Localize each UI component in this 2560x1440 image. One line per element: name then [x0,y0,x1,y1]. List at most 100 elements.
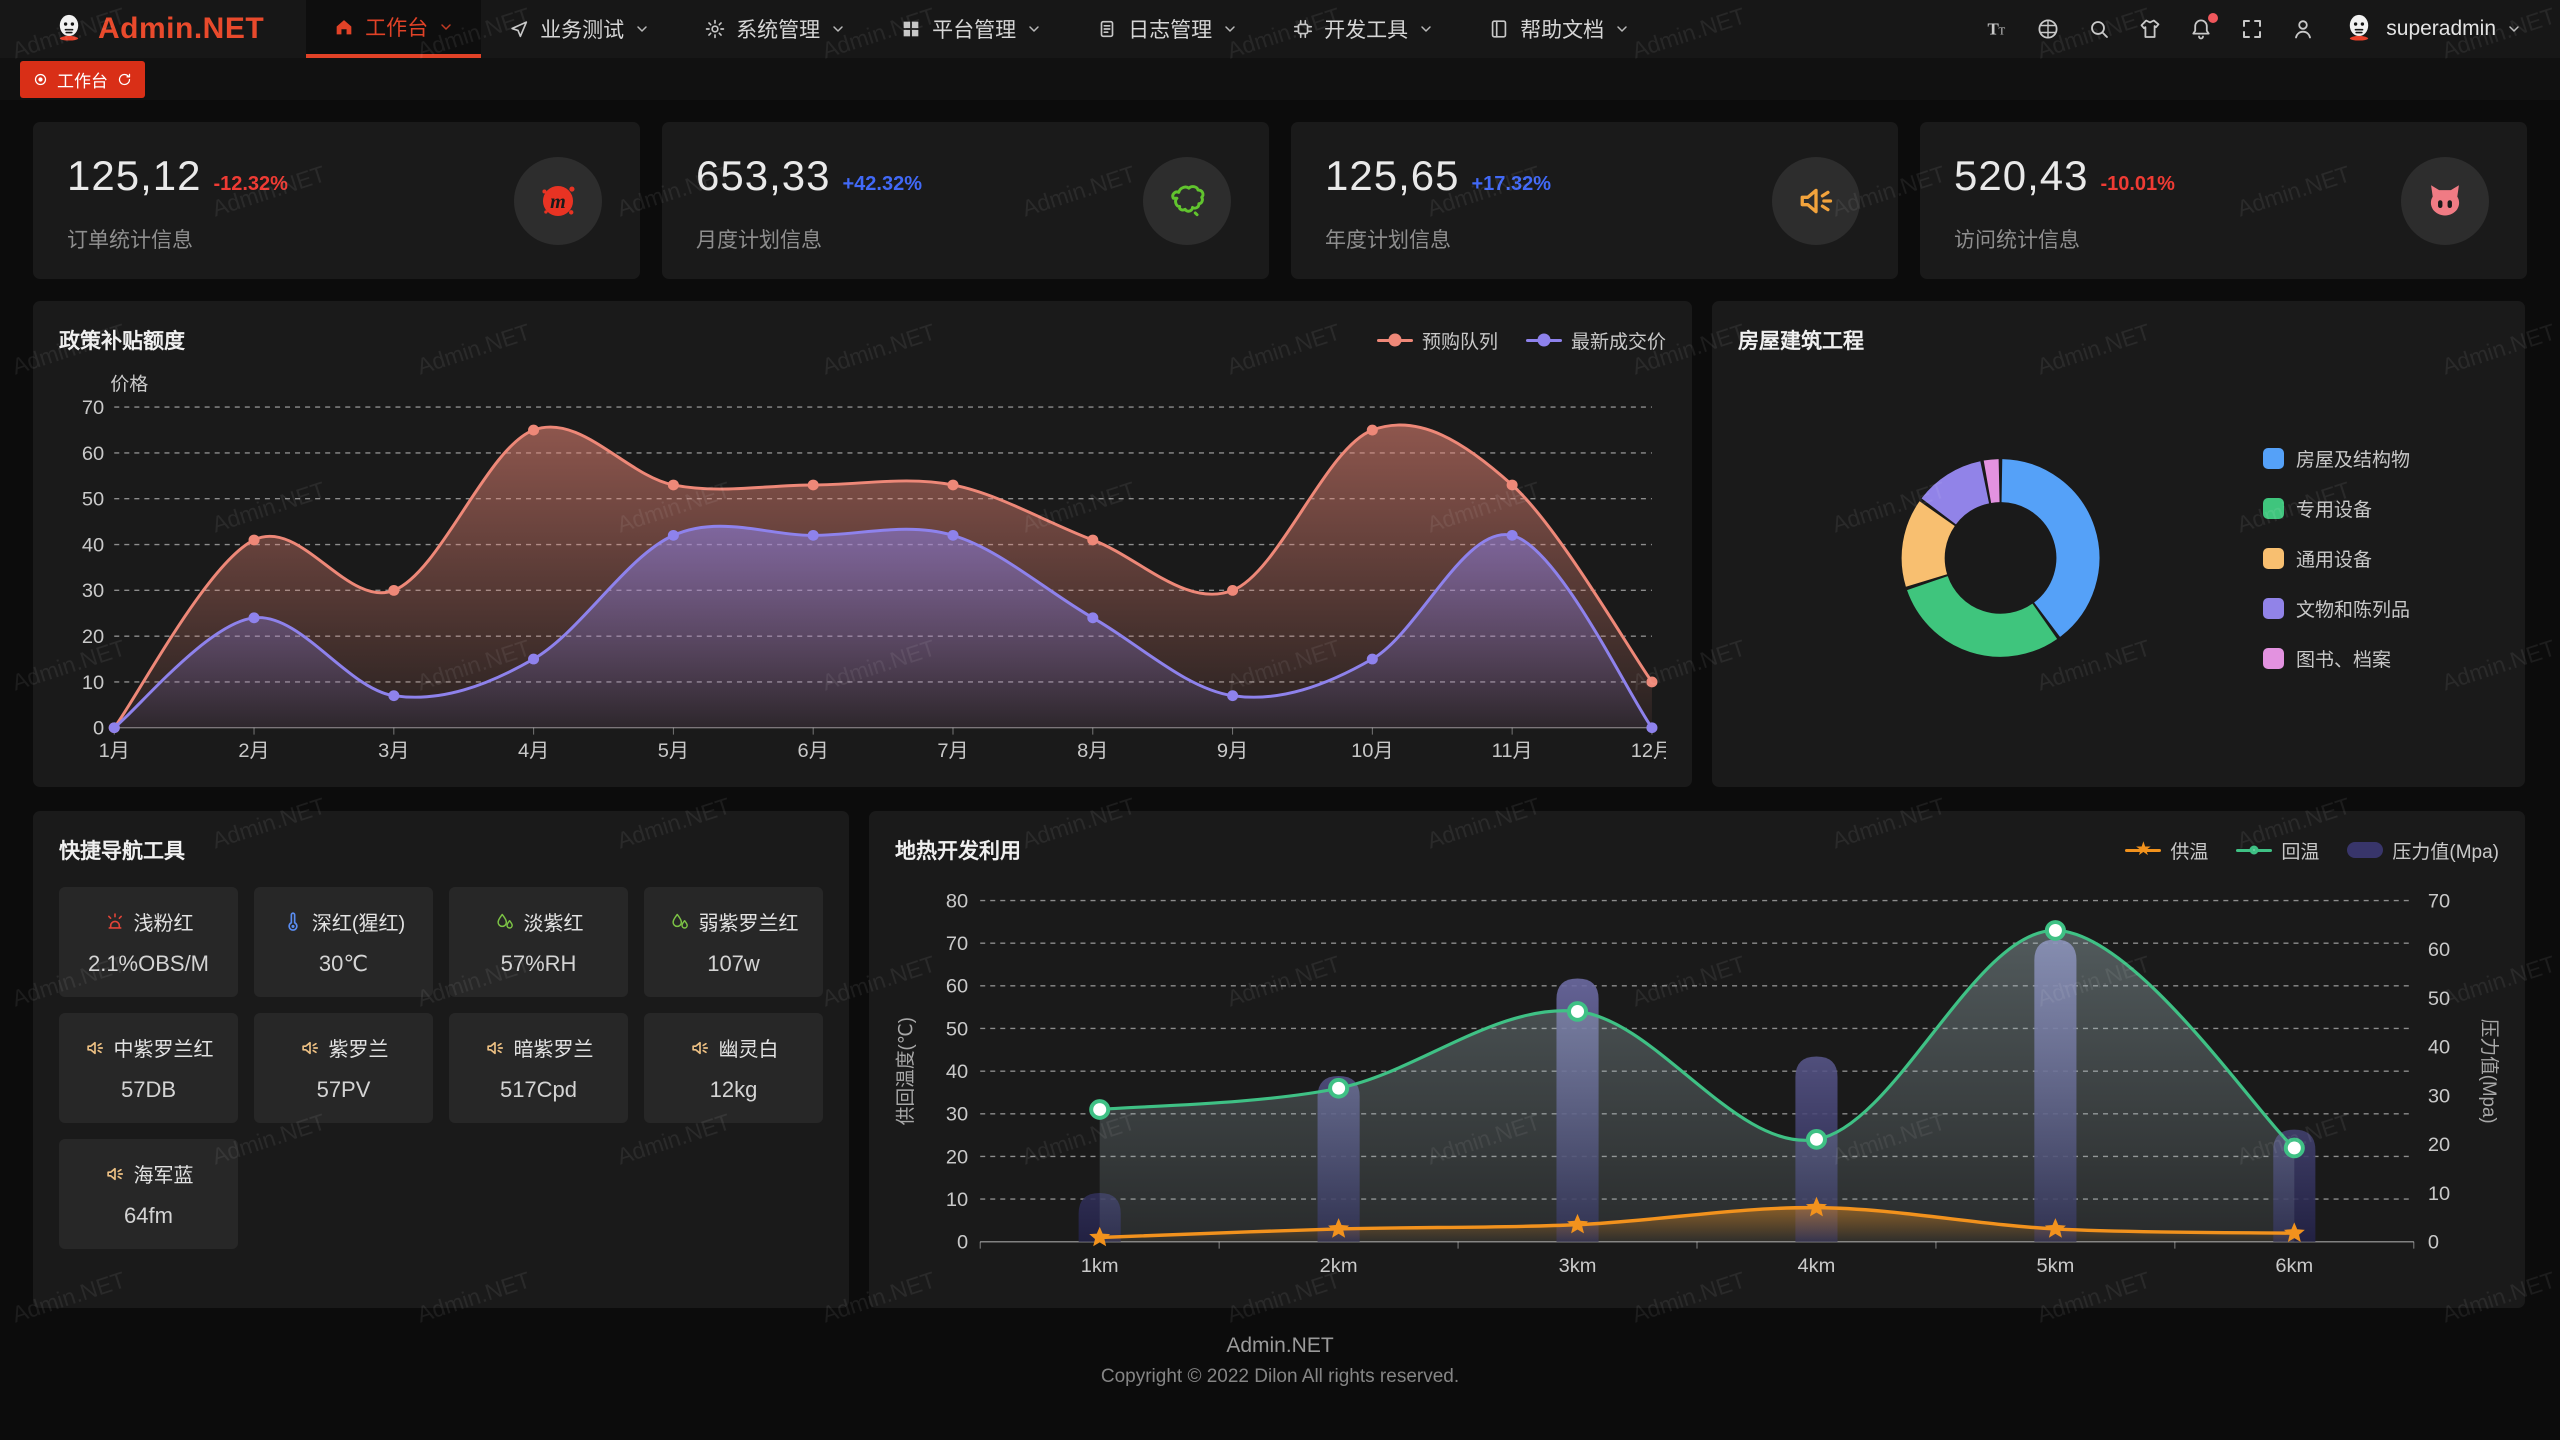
legend-item-supply-temp[interactable]: ★ 供温 [2125,837,2208,864]
bottom-row: 快捷导航工具 浅粉红 2.1%OBS/M 深红(猩红) 30℃ 淡紫红 57%R… [33,811,2527,1308]
siren-icon [104,911,126,933]
menu-item-help-docs[interactable]: 帮助文档 [1461,0,1657,58]
quick-nav-panel: 快捷导航工具 浅粉红 2.1%OBS/M 深红(猩红) 30℃ 淡紫红 57%R… [33,811,849,1308]
svg-text:供回温度(℃): 供回温度(℃) [895,1017,916,1125]
legend-item-books-archives[interactable]: 图书、档案 [2263,645,2491,672]
quick-nav-item-ghost-white[interactable]: 幽灵白 12kg [644,1013,823,1123]
legend-label: 图书、档案 [2296,649,2392,671]
qn-label: 淡紫红 [523,913,584,935]
qn-value: 57%RH [500,951,577,976]
svg-text:30: 30 [82,580,104,602]
logo-text: Admin.NET [98,12,265,45]
stat-label: 月度计划信息 [696,229,822,252]
stat-value: 125,65 [1325,152,1460,199]
avatar [2342,12,2376,46]
policy-subsidy-panel: 政策补贴额度 预购队列 最新成交价 0 10 20 30 40 50 60 70 价格 1月 2月 3… [33,301,1692,787]
quick-nav-item-navy-blue[interactable]: 海军蓝 64fm [59,1139,238,1249]
legend-item-pressure[interactable]: 压力值(Mpa) [2347,837,2499,864]
stat-value: 653,33 [696,152,831,199]
stat-delta: -10.01% [2100,173,2175,195]
legend-item-general-equipment[interactable]: 通用设备 [2263,545,2491,572]
quick-nav-item-crimson[interactable]: 深红(猩红) 30℃ [254,887,433,997]
user-center-button[interactable] [2291,17,2315,41]
legend-label: 预购队列 [1421,331,1498,353]
line-dot-marker [1376,338,1413,342]
svg-text:3月: 3月 [378,740,409,762]
theme-button[interactable] [2138,17,2162,41]
language-button[interactable] [2036,17,2060,41]
svg-text:7月: 7月 [937,740,968,762]
home-icon [333,16,355,38]
footer-app-name: Admin.NET [1226,1334,1334,1357]
quick-nav-item-violet[interactable]: 紫罗兰 57PV [254,1013,433,1123]
policy-subsidy-chart: 0 10 20 30 40 50 60 70 价格 1月 2月 3月 4月 5月 6月 7月 8月 9月 10月 11… [82,374,1666,762]
quick-nav-item-medium-violet-red[interactable]: 中紫罗兰红 57DB [59,1013,238,1123]
menu-item-system-mgmt[interactable]: 系统管理 [677,0,873,58]
notification-button[interactable] [2189,13,2219,41]
notification-badge [2208,13,2219,23]
fullscreen-button[interactable] [2240,17,2264,41]
qn-value: 12kg [709,1077,758,1102]
menu-item-log-mgmt[interactable]: 日志管理 [1069,0,1265,58]
svg-text:70: 70 [946,933,968,955]
swatch [2263,447,2284,469]
qn-label: 深红(猩红) [311,913,406,935]
qn-label: 暗紫罗兰 [513,1039,594,1061]
quick-nav-item-dark-violet[interactable]: 暗紫罗兰 517Cpd [449,1013,628,1123]
donut-legend: 房屋及结构物 专用设备 通用设备 文物和陈列品 [2263,445,2499,672]
legend-label: 最新成交价 [1570,331,1666,353]
svg-text:50: 50 [946,1019,968,1041]
legend-item-presale-queue[interactable]: 预购队列 [1376,327,1498,354]
svg-text:20: 20 [946,1146,968,1168]
menu-item-workbench[interactable]: 工作台 [306,0,482,58]
legend-item-relics[interactable]: 文物和陈列品 [2263,595,2491,622]
humidity-icon [494,911,516,933]
tab-workbench[interactable]: 工作台 [20,60,145,98]
stat-value: 520,43 [1954,152,2089,199]
user-menu[interactable]: superadmin [2342,12,2522,46]
tabbar: 工作台 [0,58,2560,100]
swatch [2263,597,2284,619]
svg-text:6km: 6km [2275,1255,2313,1277]
tab-label: 工作台 [57,71,108,91]
thermometer-icon [282,911,304,933]
legend-label: 回温 [2281,841,2320,863]
menu-label: 日志管理 [1128,19,1213,42]
legend-item-return-temp[interactable]: 回温 [2236,837,2319,864]
menu-item-platform-mgmt[interactable]: 平台管理 [873,0,1069,58]
qn-value: 57PV [316,1077,371,1102]
legend-item-special-equipment[interactable]: 专用设备 [2263,495,2491,522]
search-button[interactable] [2087,17,2111,41]
main-menu: 工作台 业务测试 系统管理 平台管理 日志管理 开发工具 [306,0,1657,58]
building-project-panel: 房屋建筑工程 房屋及结构物 专用设备 通用设备 [1712,301,2525,787]
legend-label: 通用设备 [2296,549,2373,571]
quick-nav-item-pale-violet[interactable]: 淡紫红 57%RH [449,887,628,997]
charts-row: 政策补贴额度 预购队列 最新成交价 0 10 20 30 40 50 60 70 价格 1月 2月 3… [33,301,2527,787]
qn-value: 30℃ [318,951,369,976]
svg-text:0: 0 [93,718,104,740]
panel-title: 政策补贴额度 [59,330,185,353]
panel-title: 地热开发利用 [895,840,1021,863]
stat-card-yearly-plan: 125,65 +17.32% 年度计划信息 [1291,122,1898,279]
svg-text:40: 40 [2428,1037,2450,1059]
menu-item-dev-tools[interactable]: 开发工具 [1265,0,1461,58]
svg-text:10: 10 [946,1189,968,1211]
geothermal-panel: 地热开发利用 ★ 供温 回温 压力值(Mpa) [869,811,2525,1308]
refresh-icon[interactable] [117,72,132,87]
quick-nav-item-weak-violet-red[interactable]: 弱紫罗兰红 107w [644,887,823,997]
quick-nav-item-light-pink[interactable]: 浅粉红 2.1%OBS/M [59,887,238,997]
logo[interactable]: Admin.NET [0,0,306,58]
swatch [2263,647,2284,669]
menu-item-business-test[interactable]: 业务测试 [481,0,677,58]
speaker-icon [84,1037,106,1059]
chevron-down-icon [1614,21,1630,37]
legend-item-latest-price[interactable]: 最新成交价 [1525,327,1666,354]
stat-delta: -12.32% [213,173,288,195]
speaker-icon [484,1037,506,1059]
speaker-icon [299,1037,321,1059]
legend-item-buildings[interactable]: 房屋及结构物 [2263,445,2491,472]
qn-value: 107w [707,951,760,976]
bar-marker [2347,842,2384,858]
menu-label: 系统管理 [736,19,821,42]
